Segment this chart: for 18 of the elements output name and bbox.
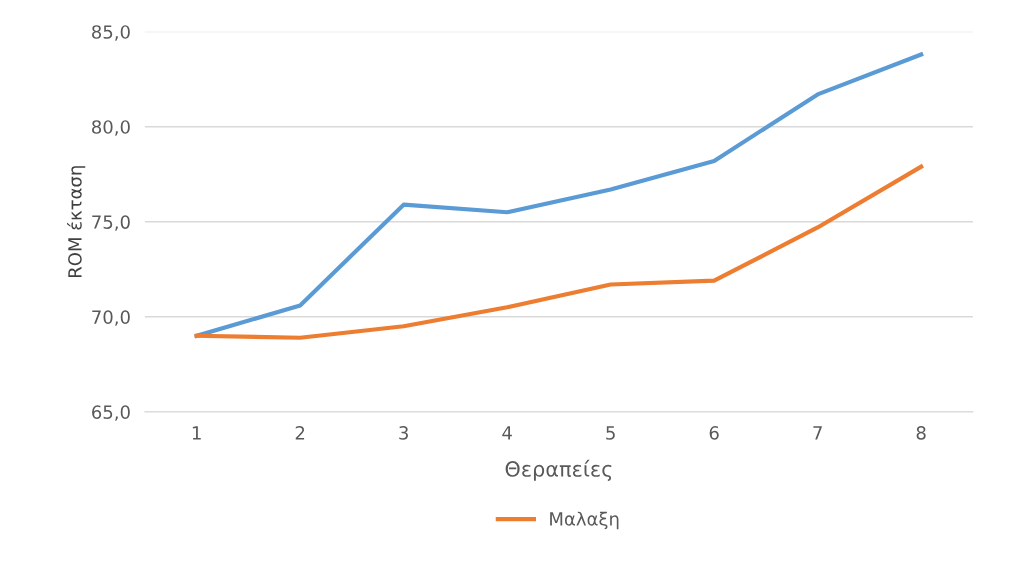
x-tick-label: 7 — [813, 426, 822, 440]
line-series — [194, 52, 924, 338]
x-tick-label: 5 — [606, 426, 615, 440]
y-tick-label: 80,0 — [92, 120, 130, 136]
y-axis-title: ROM έκταση — [67, 166, 86, 278]
legend-label: Μαλαξη — [550, 511, 619, 530]
y-tick-label: 70,0 — [92, 310, 130, 326]
x-tick-label: 4 — [502, 426, 512, 440]
x-tick-label: 8 — [916, 426, 926, 440]
y-tick-label: 85,0 — [92, 25, 130, 41]
y-tick-label: 65,0 — [92, 405, 130, 421]
line-series — [194, 164, 924, 340]
x-tick-label: 1 — [192, 426, 201, 440]
y-tick-label: 75,0 — [92, 215, 130, 231]
x-tick-label: 3 — [399, 426, 408, 440]
x-tick-label: 6 — [709, 426, 719, 440]
x-tick-label: 2 — [295, 426, 305, 440]
x-axis-title: Θεραπείες — [505, 459, 612, 481]
